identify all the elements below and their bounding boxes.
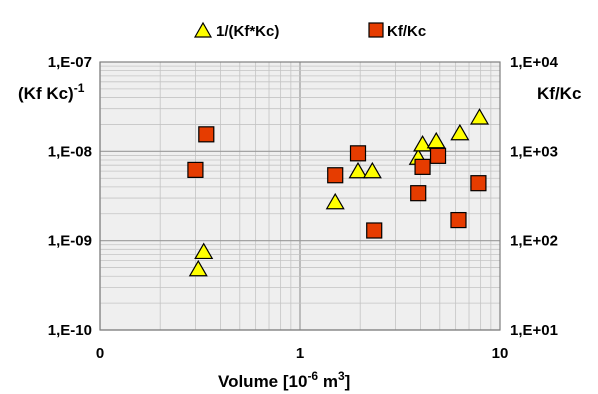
triangle-marker [194,242,214,260]
square-marker [410,185,427,202]
x-axis-title-main: Volume [10 [218,372,307,391]
square-marker [349,145,367,162]
x-axis-title-sup-1: -6 [307,369,318,383]
x-tick-label: 0 [96,345,104,362]
triangle-marker [325,192,345,210]
triangle-marker [362,161,382,179]
triangle-marker [450,123,470,141]
legend-label-series-2: Kf/Kc [387,23,426,40]
triangle-marker [188,259,208,277]
legend-triangle-marker [193,21,213,38]
square-marker [450,211,467,229]
square-marker [327,167,344,184]
x-tick-label: 10 [492,345,509,362]
left-tick-label: 1,E-08 [48,143,92,160]
series-2 [187,126,487,239]
right-axis-title: Kf/Kc [537,84,581,103]
series-1 [188,108,490,277]
square-marker [198,126,215,143]
left-axis-title-superscript: -1 [74,81,85,95]
x-tick-label: 1 [296,345,304,362]
square-marker [366,222,383,239]
plot-border [99,61,501,331]
legend-square-marker [368,22,384,38]
x-axis-title-end: ] [345,372,351,391]
right-tick-label: 1,E+02 [510,233,558,250]
x-axis-title-mid: m [318,372,338,391]
right-tick-label: 1,E+01 [510,322,558,339]
x-axis-title-sup-2: 3 [338,369,345,383]
left-tick-label: 1,E-10 [48,322,92,339]
legend-label-series-1: 1/(Kf*Kc) [216,23,279,40]
left-axis-title: (Kf Kc)-1 [18,81,85,103]
left-tick-label: 1,E-07 [48,54,92,71]
triangle-marker [469,108,490,125]
square-marker [187,161,204,178]
legend: 1/(Kf*Kc) Kf/Kc [193,21,426,40]
square-marker [414,158,431,175]
right-tick-label: 1,E+04 [510,54,559,71]
triangle-marker [413,134,433,152]
square-marker [429,147,447,164]
triangle-marker [348,161,368,179]
x-axis-title: Volume [10-6 m3] [218,369,350,391]
left-tick-label: 1,E-09 [48,233,92,250]
right-tick-label: 1,E+03 [510,143,558,160]
left-axis-title-main: (Kf Kc) [18,84,74,103]
square-marker [470,175,487,192]
